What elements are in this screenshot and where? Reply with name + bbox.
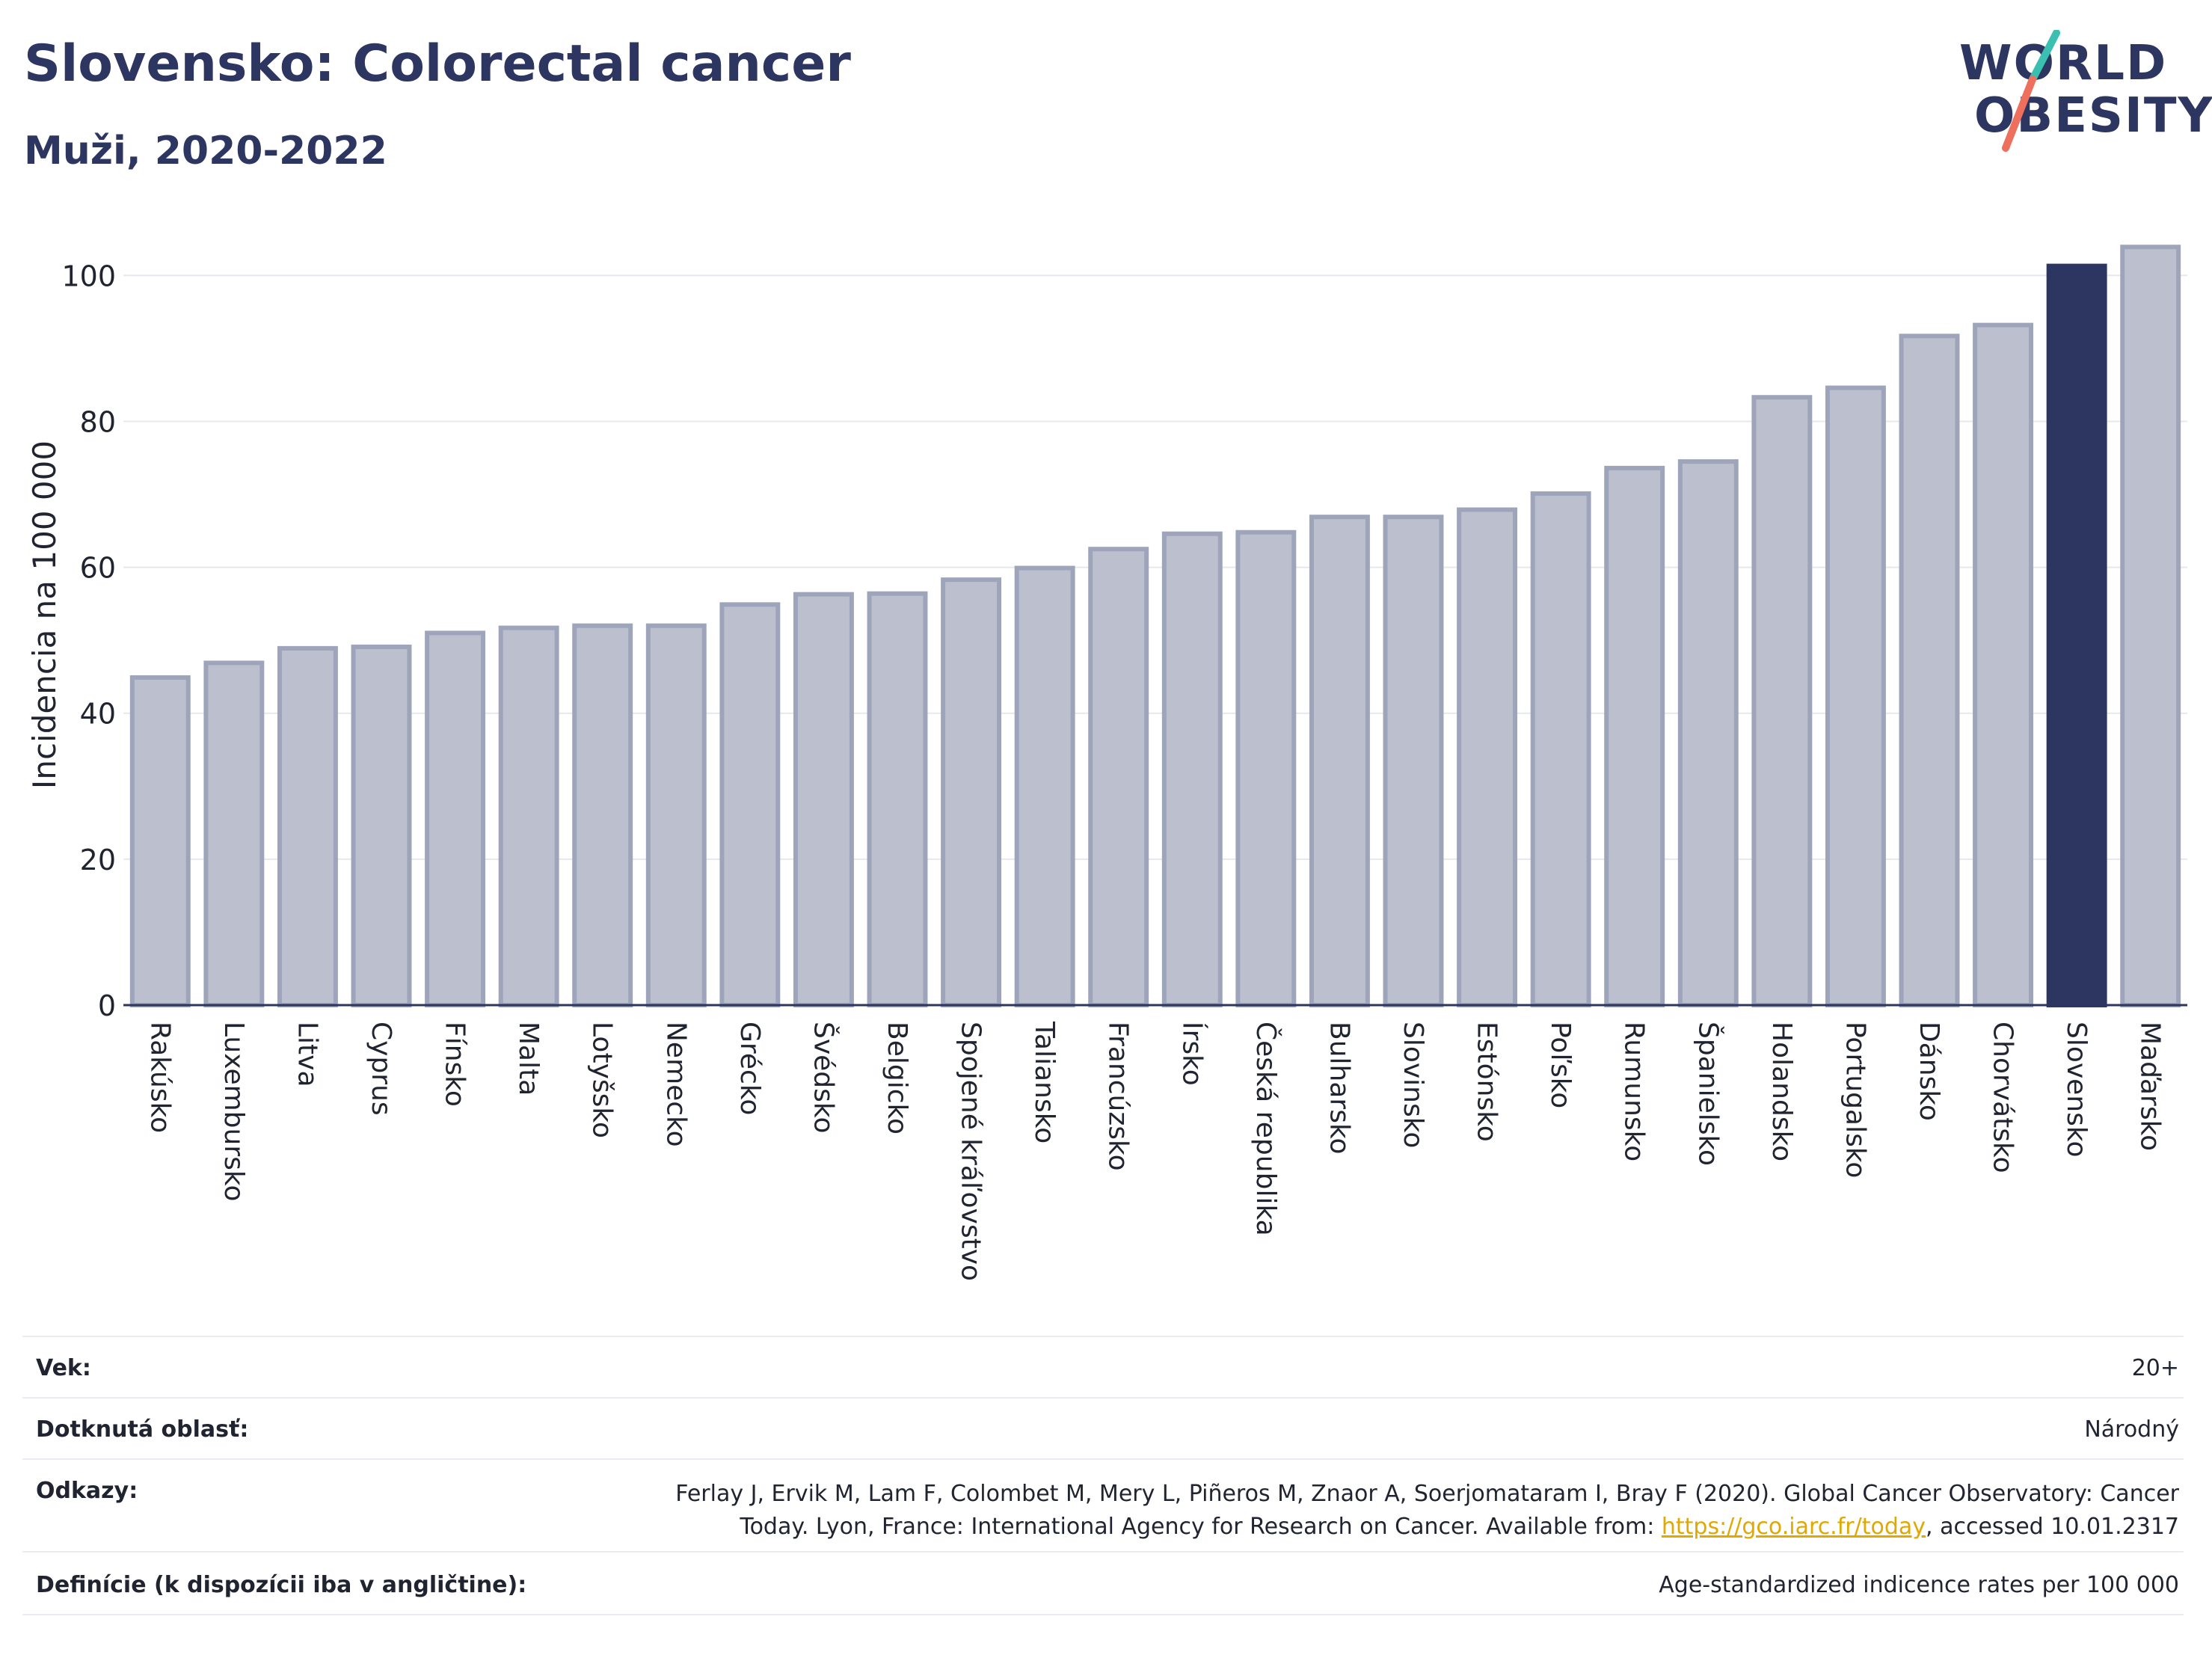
bar (645, 623, 707, 1007)
bar (941, 577, 1002, 1007)
world-obesity-logo: WORLD OBESITY (1944, 30, 2212, 165)
y-tick-label: 60 (80, 552, 116, 585)
x-tick-label: Švédsko (808, 1022, 839, 1134)
x-tick-label: Cyprus (366, 1022, 396, 1116)
bar (2046, 263, 2107, 1008)
bar (203, 660, 265, 1007)
x-tick-label: Rumunsko (1619, 1022, 1650, 1161)
definition-label: Definície (k dispozícii iba v angličtine… (36, 1572, 527, 1598)
logo-word-world: WORLD (1959, 36, 2168, 91)
x-tick-label: Lotyšsko (587, 1022, 618, 1138)
references-line-1: Ferlay J, Ervik M, Lam F, Colombet M, Me… (675, 1481, 2179, 1507)
references-line-2-start: Today. Lyon, France: International Agenc… (740, 1514, 1662, 1540)
x-tick-label: Slovinsko (1398, 1022, 1428, 1148)
x-axis-ticks: Rakúsko Luxembursko Litva Cyprus Fínsko Malta… (144, 1021, 2165, 1281)
bar (1751, 395, 1813, 1007)
y-axis-label: Incidencia na 100 000 (26, 440, 63, 789)
divider (22, 1336, 2184, 1337)
x-tick-label: Portugalsko (1840, 1022, 1870, 1178)
bar (1677, 459, 1739, 1008)
bar (1088, 547, 1149, 1008)
references-link[interactable]: https://gco.iarc.fr/today (1661, 1514, 1926, 1540)
y-tick-label: 40 (80, 698, 116, 731)
bar (277, 645, 338, 1008)
x-tick-label: Bulharsko (1324, 1022, 1354, 1155)
x-tick-label: Malta (513, 1022, 544, 1096)
chart-subtitle: Muži, 2020-2022 (24, 129, 387, 174)
divider (22, 1614, 2184, 1615)
references-line-2-end: , accessed 10.01.2317 (1926, 1514, 2179, 1540)
x-tick-label: Slovensko (2061, 1022, 2092, 1158)
bar (793, 592, 854, 1007)
x-tick-label: Írsko (1176, 1022, 1208, 1086)
x-tick-label: Česká republika (1250, 1022, 1282, 1236)
bar (867, 591, 928, 1007)
x-tick-label: Španielsko (1692, 1022, 1724, 1166)
x-tick-label: Maďarsko (2135, 1022, 2166, 1151)
bar (1973, 322, 2034, 1007)
bar (129, 675, 191, 1007)
definition-value: Age-standardized indicence rates per 100… (1659, 1572, 2179, 1598)
bar-chart: 0 20 40 60 80 100 Rakúsko Luxembursko Litva Cypr… (26, 245, 2187, 1281)
bar (498, 625, 559, 1007)
divider (22, 1458, 2184, 1460)
x-tick-label: Litva (292, 1022, 322, 1087)
x-tick-label: Nemecko (660, 1022, 691, 1147)
bar (1530, 491, 1591, 1007)
bars (129, 245, 2181, 1008)
x-tick-label: Chorvátsko (1988, 1022, 2018, 1173)
bar (1457, 507, 1518, 1007)
divider (22, 1397, 2184, 1398)
age-value: 20+ (2131, 1355, 2179, 1381)
x-tick-label: Fínsko (440, 1022, 470, 1107)
x-tick-label: Dánsko (1914, 1022, 1944, 1121)
chart-title: Slovensko: Colorectal cancer (24, 34, 851, 93)
bar (1309, 515, 1370, 1007)
bar (1604, 465, 1665, 1008)
divider (22, 1551, 2184, 1553)
bar (572, 623, 633, 1007)
x-tick-label: Poľsko (1545, 1022, 1576, 1108)
x-tick-label: Rakúsko (144, 1022, 175, 1133)
bar (1014, 565, 1075, 1007)
references-value: Ferlay J, Ervik M, Lam F, Colombet M, Me… (675, 1478, 2179, 1544)
bar (1235, 529, 1297, 1007)
x-tick-label: Holandsko (1766, 1022, 1797, 1161)
bar (425, 630, 486, 1007)
x-tick-label: Taliansko (1029, 1021, 1060, 1143)
x-tick-label: Spojené kráľovstvo (956, 1022, 986, 1281)
y-tick-label: 80 (80, 405, 116, 438)
x-tick-label: Belgicko (882, 1022, 912, 1134)
y-axis-ticks: 0 20 40 60 80 100 (61, 260, 116, 1022)
y-tick-label: 20 (80, 844, 116, 876)
x-tick-label: Grécko (734, 1022, 765, 1115)
age-label: Vek: (36, 1355, 91, 1381)
bar (1825, 385, 1886, 1007)
x-tick-label: Francúzsko (1103, 1022, 1134, 1171)
x-tick-label: Luxembursko (218, 1022, 249, 1201)
bar (1383, 515, 1444, 1007)
x-tick-label: Estónsko (1472, 1022, 1502, 1142)
bar (1161, 531, 1223, 1007)
y-tick-label: 0 (98, 989, 116, 1022)
bar (2120, 245, 2181, 1008)
bar (1899, 334, 1960, 1008)
area-label: Dotknutá oblasť: (36, 1416, 249, 1443)
y-tick-label: 100 (61, 260, 116, 292)
bar (351, 644, 412, 1007)
references-label: Odkazy: (36, 1478, 138, 1504)
bar (719, 602, 781, 1007)
logo-slash-icon (2002, 30, 2060, 152)
area-value: Národný (2084, 1416, 2179, 1443)
